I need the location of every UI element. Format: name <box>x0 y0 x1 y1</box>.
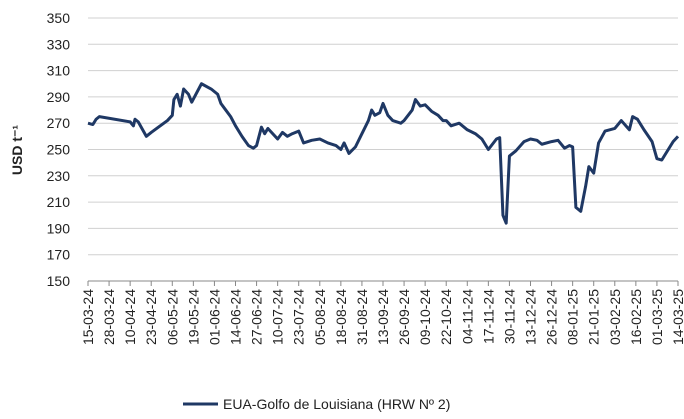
y-tick-label: 210 <box>47 194 71 210</box>
x-tick-label: 16-02-25 <box>628 289 644 345</box>
y-tick-label: 350 <box>47 10 71 26</box>
legend-label: EUA-Golfo de Louisiana (HRW Nº 2) <box>223 396 450 412</box>
x-tick-label: 05-08-24 <box>312 289 328 345</box>
x-tick-label: 26-12-24 <box>544 289 560 345</box>
x-tick-label: 06-05-24 <box>164 289 180 345</box>
x-tick-label: 31-08-24 <box>354 289 370 345</box>
x-tick-label: 10-07-24 <box>270 289 286 345</box>
x-tick-label: 08-01-25 <box>565 289 581 345</box>
x-tick-label: 01-03-25 <box>649 289 665 345</box>
y-tick-label: 170 <box>47 247 71 263</box>
x-tick-label: 15-03-24 <box>80 289 96 345</box>
x-tick-label: 09-10-24 <box>417 289 433 345</box>
x-tick-label: 23-04-24 <box>143 289 159 345</box>
x-tick-label: 03-02-25 <box>607 289 623 345</box>
x-tick-label: 13-09-24 <box>375 289 391 345</box>
y-tick-label: 270 <box>47 115 71 131</box>
x-tick-label: 19-05-24 <box>185 289 201 345</box>
y-tick-label: 150 <box>47 273 71 289</box>
x-tick-label: 04-11-24 <box>459 289 475 344</box>
x-tick-label: 13-12-24 <box>523 289 539 345</box>
x-tick-label: 28-03-24 <box>101 289 117 345</box>
y-tick-label: 230 <box>47 168 71 184</box>
x-tick-label: 22-10-24 <box>438 289 454 345</box>
x-tick-label: 18-08-24 <box>333 289 349 345</box>
x-tick-label: 14-03-25 <box>670 289 684 345</box>
x-tick-label: 17-11-24 <box>480 289 496 344</box>
x-tick-label: 14-06-24 <box>228 289 244 345</box>
x-tick-label: 27-06-24 <box>249 289 265 345</box>
y-tick-label: 330 <box>47 36 71 52</box>
y-tick-label: 250 <box>47 142 71 158</box>
x-tick-label: 23-07-24 <box>291 289 307 345</box>
y-tick-label: 310 <box>47 63 71 79</box>
y-tick-label: 290 <box>47 89 71 105</box>
y-axis-label: USD t⁻¹ <box>9 125 25 176</box>
x-tick-label: 30-11-24 <box>501 289 517 344</box>
x-tick-label: 01-06-24 <box>206 289 222 345</box>
y-tick-label: 190 <box>47 220 71 236</box>
x-tick-label: 26-09-24 <box>396 289 412 345</box>
x-tick-label: 21-01-25 <box>586 289 602 345</box>
series-line <box>87 82 680 225</box>
x-tick-label: 10-04-24 <box>122 289 138 345</box>
